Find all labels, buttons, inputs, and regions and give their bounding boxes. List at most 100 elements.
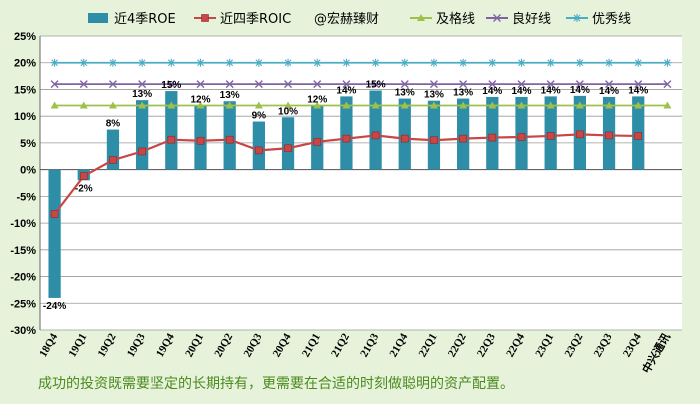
good-line-marker xyxy=(196,80,205,89)
excellent-line-marker xyxy=(400,58,409,67)
pass-line-marker xyxy=(79,101,88,109)
roic-point xyxy=(109,156,117,164)
legend: 近4季ROE 近四季ROIC @宏赫臻财 及格线 良好线 优秀线 xyxy=(88,11,631,27)
y-axis: -30% -25% -20% -15% -10% -5% 0% 5% 10% 15% 20% 25% xyxy=(10,31,36,337)
plot-area xyxy=(40,36,682,330)
roic-point xyxy=(284,144,292,153)
pass-line-marker xyxy=(400,101,409,109)
excellent-line-marker xyxy=(573,14,581,22)
excellent-line-marker xyxy=(605,58,614,67)
y-tick-label: 0% xyxy=(20,165,36,177)
legend-label: 优秀线 xyxy=(592,12,631,27)
x-tick-label: 20Q1 xyxy=(183,332,206,360)
y-tick-label: -30% xyxy=(10,325,36,337)
excellent-line-marker xyxy=(517,58,526,67)
roic-point xyxy=(196,136,205,145)
roic-point xyxy=(488,133,497,142)
bar-data-label: 9% xyxy=(252,111,267,122)
excellent-line-marker xyxy=(79,58,88,67)
roic-point xyxy=(225,135,234,144)
x-tick-label: 20Q3 xyxy=(242,331,265,359)
pass-line-marker xyxy=(517,101,526,109)
pass-line-marker xyxy=(138,101,147,109)
bar xyxy=(398,98,411,170)
roic-point xyxy=(79,172,88,180)
bar-data-label: 13% xyxy=(424,90,444,101)
legend-watermark: @宏赫臻财 xyxy=(314,12,379,27)
roic-point xyxy=(50,210,59,218)
pass-line-marker xyxy=(167,101,176,109)
good-line-marker xyxy=(634,80,643,89)
data-labels: -24% -2% 8% 13% 15% 12% 13% 9% 10% 12% 14% 15% 13% 13… xyxy=(43,80,648,312)
pass-line-marker xyxy=(196,101,205,109)
excellent-line-marker xyxy=(138,58,147,67)
bar xyxy=(311,105,324,170)
roic-point xyxy=(576,130,584,139)
roic-point xyxy=(517,133,526,141)
bar-data-label: 14% xyxy=(482,86,502,97)
x-tick-label: 18Q4 xyxy=(37,331,60,359)
y-tick-label: -5% xyxy=(16,191,36,203)
caption: 成功的投资既需要坚定的长期持有，更需要在合适的时刻做聪明的资产配置。 xyxy=(38,376,514,392)
roic-point xyxy=(342,134,351,143)
legend-label: 近四季ROIC xyxy=(220,12,291,27)
pass-line-marker xyxy=(634,101,643,109)
good-line-marker xyxy=(575,80,584,89)
roic-point xyxy=(605,131,613,140)
bar-data-label: 14% xyxy=(599,86,619,97)
good-line-marker xyxy=(225,80,234,89)
excellent-line-marker xyxy=(575,58,584,67)
x-tick-label: 22Q4 xyxy=(504,331,527,359)
good-line-marker xyxy=(254,80,263,89)
pass-line-marker xyxy=(225,101,234,109)
pass-line-marker xyxy=(459,101,468,109)
bar xyxy=(427,100,441,170)
bar xyxy=(340,96,353,170)
good-line-marker xyxy=(167,80,176,89)
bar-data-label: 12% xyxy=(190,94,210,105)
roic-point xyxy=(313,138,322,146)
x-axis: 18Q4 19Q1 19Q2 19Q3 19Q4 20Q1 20Q2 20Q3 20Q4 21Q1… xyxy=(37,331,673,376)
bar-data-label: 12% xyxy=(307,94,327,105)
pass-line-marker xyxy=(429,101,438,109)
bar-data-label: 13% xyxy=(220,90,240,101)
bar-data-label: 13% xyxy=(395,88,415,99)
pass-line-marker xyxy=(313,101,322,109)
x-tick-label: 21Q4 xyxy=(387,331,410,359)
good-line-marker xyxy=(313,80,322,89)
bars xyxy=(48,90,645,298)
good-line-marker xyxy=(50,80,59,89)
reference-lines xyxy=(50,58,672,109)
bar xyxy=(223,101,236,170)
excellent-line-marker xyxy=(196,58,205,67)
excellent-line-marker xyxy=(284,58,293,67)
good-line-marker xyxy=(546,80,555,89)
y-tick-label: 5% xyxy=(20,138,36,150)
good-line-marker xyxy=(605,80,614,89)
bar xyxy=(369,90,382,170)
x-tick-label: 23Q3 xyxy=(592,331,615,359)
legend-swatch-roe xyxy=(88,13,108,23)
excellent-line-marker xyxy=(371,58,380,67)
bar xyxy=(252,121,265,170)
excellent-line-marker xyxy=(459,58,468,67)
bar-data-label: -24% xyxy=(43,301,66,312)
excellent-line-marker xyxy=(313,58,322,67)
bar-data-label: 14% xyxy=(541,85,561,96)
bar-data-label: -2% xyxy=(75,183,93,194)
bar xyxy=(165,91,178,170)
good-line-marker xyxy=(79,80,88,89)
good-line-marker xyxy=(284,80,293,89)
y-tick-label: -20% xyxy=(10,272,36,284)
good-line-marker xyxy=(342,80,351,89)
excellent-line-marker xyxy=(342,58,351,67)
excellent-line-marker xyxy=(167,58,176,67)
roic-point xyxy=(201,14,209,22)
pass-line-marker xyxy=(663,101,672,109)
excellent-line-marker xyxy=(634,58,643,67)
pass-line-marker xyxy=(417,14,425,21)
x-tick-label: 19Q1 xyxy=(66,332,89,360)
y-tick-label: 15% xyxy=(14,84,36,96)
